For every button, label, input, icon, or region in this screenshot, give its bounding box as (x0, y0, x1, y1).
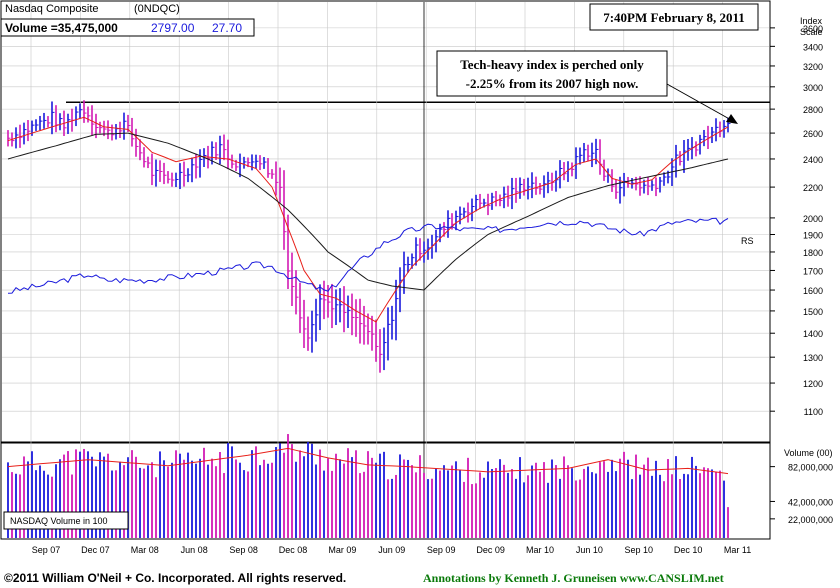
y-axis-title-1: Index (800, 16, 823, 26)
x-tick-label: Sep 07 (32, 545, 61, 555)
y-tick-label: 1900 (803, 230, 823, 240)
x-tick-label: Mar 09 (328, 545, 356, 555)
volume-axis-title: Volume (00) (784, 448, 833, 458)
x-tick-label: Sep 09 (427, 545, 456, 555)
y-tick-label: 1200 (803, 379, 823, 389)
index-symbol: (0NDQC) (134, 3, 180, 15)
volume-info-box (0, 18, 255, 37)
y-tick-label: 1300 (803, 353, 823, 363)
y-tick-label: 3200 (803, 62, 823, 72)
rs-label: RS (741, 236, 754, 246)
price-axis-ticks: 1100 1200 1300 1400 1500 1600 1700 1800 1900 2000… (770, 24, 823, 417)
y-tick-label: 2200 (803, 183, 823, 193)
annotation-credit: Annotations by Kenneth J. Gruneisen www.… (423, 571, 724, 585)
volume-average-line (7, 447, 729, 475)
y-axis-title-2: Scale (800, 27, 823, 37)
ma_short-line (7, 116, 729, 323)
y-tick-label: 1400 (803, 329, 823, 339)
volume-legend: NASDAQ Volume in 100 (10, 516, 108, 526)
x-tick-label: Sep 10 (625, 545, 654, 555)
x-tick-label: Dec 09 (476, 545, 505, 555)
volume-label: Volume =35,475,000 (5, 21, 118, 35)
timestamp-box (589, 3, 759, 31)
x-tick-label: Mar 08 (131, 545, 159, 555)
annotation-line-2: -2.25% from its 2007 high now. (466, 76, 639, 91)
y-tick-label: 1600 (803, 286, 823, 296)
volume-legend-box (3, 511, 129, 530)
annotation-line-1: Tech-heavy index is perched only (460, 57, 644, 72)
price-value: 2797.00 (151, 21, 195, 35)
rs-line (7, 217, 729, 294)
y-tick-label: 3400 (803, 42, 823, 52)
volume-tick-label: 42,000,000 (788, 497, 833, 507)
series-lines (7, 116, 729, 475)
ma_long-line (7, 132, 729, 291)
annotation-arrow (666, 83, 734, 122)
copyright: ©2011 William O'Neil + Co. Incorporated.… (4, 571, 346, 585)
volume-tick-label: 82,000,000 (788, 463, 833, 473)
y-tick-label: 2000 (803, 214, 823, 224)
x-tick-label: Sep 08 (229, 545, 258, 555)
y-tick-label: 2800 (803, 105, 823, 115)
date-axis-ticks: Sep 07 Dec 07 Mar 08 Jun 08 Sep 08 Dec 08 Mar … (32, 545, 752, 555)
volume-axis-ticks: 22,000,000 42,000,000 82,000,000 (770, 463, 833, 525)
y-tick-label: 3600 (803, 24, 823, 34)
y-tick-label: 1100 (804, 407, 823, 417)
volume-panel-frame (0, 442, 771, 540)
index-name: Nasdaq Composite (5, 3, 99, 15)
x-tick-label: Jun 08 (181, 545, 208, 555)
x-tick-label: Jun 10 (576, 545, 603, 555)
y-tick-label: 2600 (803, 129, 823, 139)
price-bars (7, 100, 731, 373)
x-tick-label: Mar 10 (526, 545, 554, 555)
annotation-arrowhead (726, 114, 738, 124)
y-tick-label: 3000 (803, 83, 823, 93)
timestamp: 7:40PM February 8, 2011 (603, 10, 745, 25)
x-tick-label: Dec 07 (81, 545, 110, 555)
x-tick-label: Dec 08 (279, 545, 308, 555)
y-tick-label: 1700 (803, 266, 823, 276)
x-tick-label: Jun 09 (378, 545, 405, 555)
y-tick-label: 2400 (803, 155, 823, 165)
x-tick-label: Mar 11 (724, 545, 751, 555)
volume-tick-label: 22,000,000 (788, 515, 833, 525)
x-tick-label: Dec 10 (674, 545, 703, 555)
annotation-box (436, 50, 668, 97)
y-tick-label: 1500 (803, 307, 823, 317)
change-value: 27.70 (212, 21, 242, 35)
y-tick-label: 1800 (803, 248, 823, 258)
